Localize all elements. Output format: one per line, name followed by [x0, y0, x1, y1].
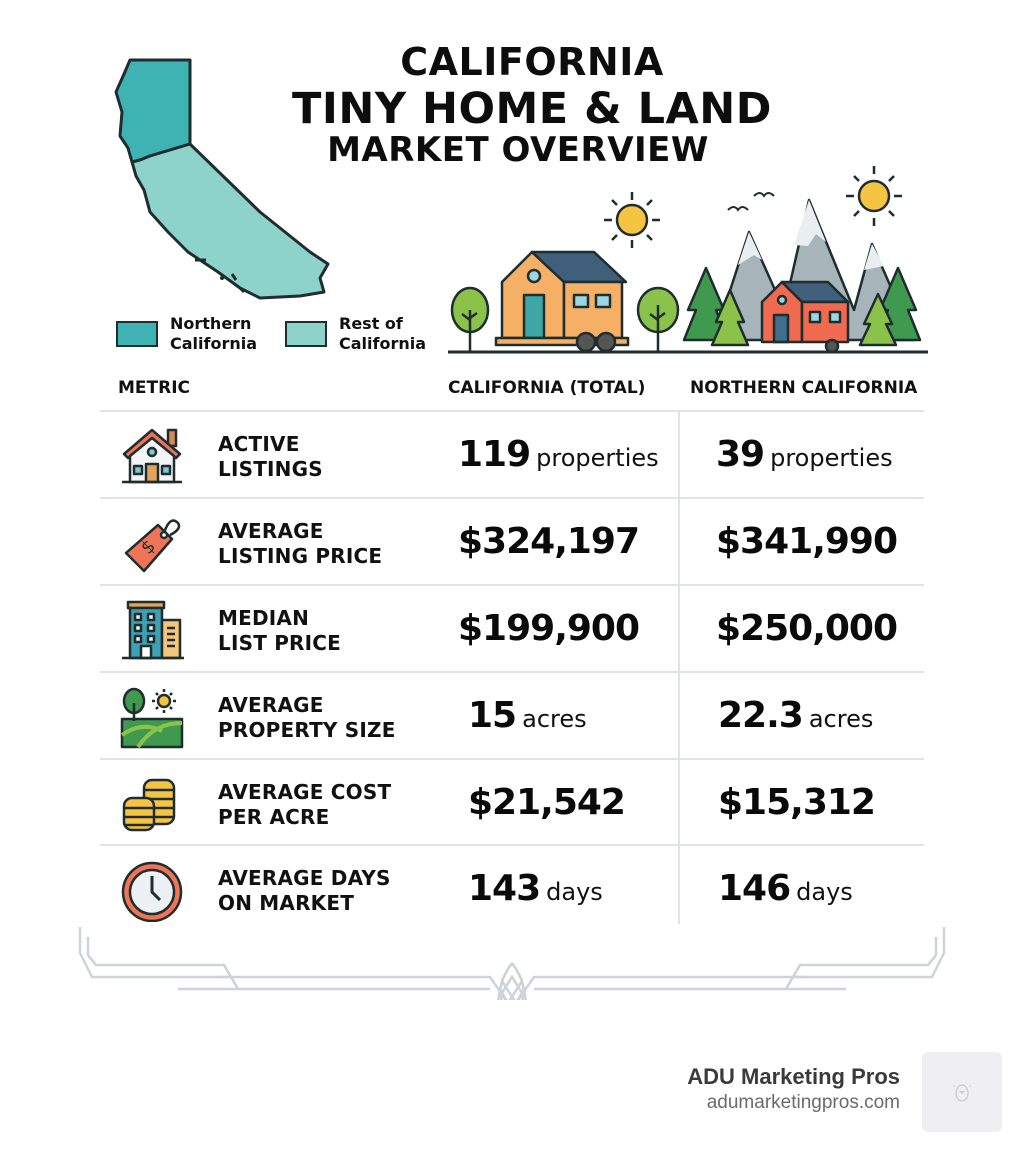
legend-label: California: [339, 334, 427, 353]
legend-label: Northern: [170, 314, 252, 333]
table-row-median-list-price: MEDIAN LIST PRICE $199,900 $250,000: [100, 586, 924, 672]
title-line-2: TINY HOME & LAND: [292, 84, 772, 134]
sun-icon: [604, 192, 660, 248]
metric-label: PROPERTY SIZE: [218, 718, 396, 742]
column-header-california-total: CALIFORNIA (TOTAL): [448, 378, 646, 398]
pine-tree-icon: [682, 266, 922, 347]
metric-label: LISTINGS: [218, 457, 323, 481]
brand-block: ADU Marketing Pros adumarketingpros.com: [687, 1064, 900, 1114]
legend-label: California: [170, 334, 258, 353]
sun-icon: [846, 166, 902, 226]
table-divider: [100, 497, 924, 499]
clock-icon: [121, 861, 183, 922]
building-icon: [122, 600, 184, 660]
metric-label: LIST PRICE: [218, 631, 342, 655]
tiny-home-scene-illustration: [448, 166, 928, 354]
northern-california-value: $250,000: [716, 608, 898, 649]
decorative-ornament: [78, 927, 946, 1000]
metric-label: ON MARKET: [218, 891, 355, 915]
tree-icon: [450, 286, 490, 352]
tree-icon: [636, 286, 680, 352]
legend-swatch-rest: [285, 321, 327, 347]
coins-icon: [122, 778, 176, 832]
metric-label: AVERAGE: [218, 693, 324, 717]
california-total-value: 15 acres: [468, 695, 587, 736]
brand-url: adumarketingpros.com: [706, 1092, 900, 1113]
table-divider: [100, 671, 924, 673]
table-divider: [100, 844, 924, 846]
metric-label: AVERAGE DAYS: [218, 866, 391, 890]
brand-logo: [922, 1052, 1002, 1132]
title-line-1: CALIFORNIA: [400, 40, 664, 84]
table-divider: [100, 410, 924, 412]
table-row-average-cost-per-acre: AVERAGE COST PER ACRE $21,542 $15,312: [100, 760, 924, 846]
table-row-active-listings: ACTIVE LISTINGS 119 properties 39 properti…: [100, 412, 924, 498]
title-line-3: MARKET OVERVIEW: [327, 130, 709, 170]
northern-california-value: 39 properties: [716, 434, 893, 475]
column-header-metric: METRIC: [118, 378, 191, 398]
metric-label: MEDIAN: [218, 606, 310, 630]
metric-label: AVERAGE: [218, 519, 324, 543]
table-row-average-listing-price: $ AVERAGE LISTING PRICE $324,197 $341,99…: [100, 499, 924, 585]
northern-california-value: 146 days: [718, 868, 853, 909]
house-icon: [122, 428, 182, 484]
table-row-average-property-size: AVERAGE PROPERTY SIZE 15 acres 22.3 acres: [100, 673, 924, 759]
california-total-value: $324,197: [458, 521, 640, 562]
metric-label: LISTING PRICE: [218, 544, 383, 568]
legend-label: Rest of: [339, 314, 403, 333]
table-row-average-days-on-market: AVERAGE DAYS ON MARKET 143 days 146 days: [100, 846, 924, 932]
legend-northern-california: Northern California: [116, 314, 257, 354]
northern-california-value: 22.3 acres: [718, 695, 874, 736]
california-total-value: $199,900: [458, 608, 640, 649]
california-total-value: 143 days: [468, 868, 603, 909]
metric-label: ACTIVE: [218, 432, 300, 456]
brand-name: ADU Marketing Pros: [687, 1064, 900, 1089]
land-icon: [120, 687, 184, 749]
metric-label: AVERAGE COST: [218, 780, 392, 804]
california-total-value: $21,542: [468, 782, 626, 823]
legend-swatch-northern: [116, 321, 158, 347]
column-header-northern-california: NORTHERN CALIFORNIA: [690, 378, 918, 398]
table-divider: [100, 584, 924, 586]
price-tag-icon: $: [124, 519, 181, 573]
metric-label: PER ACRE: [218, 805, 330, 829]
column-divider: [678, 412, 680, 924]
table-divider: [100, 758, 924, 760]
northern-california-value: $15,312: [718, 782, 876, 823]
red-house-icon: [760, 280, 850, 354]
california-total-value: 119 properties: [458, 434, 659, 475]
legend-rest-of-california: Rest of California: [285, 314, 426, 354]
northern-california-value: $341,990: [716, 521, 898, 562]
california-map-icon: [114, 58, 330, 300]
mascot-icon: [953, 1084, 971, 1102]
tiny-house-icon: [494, 250, 630, 353]
